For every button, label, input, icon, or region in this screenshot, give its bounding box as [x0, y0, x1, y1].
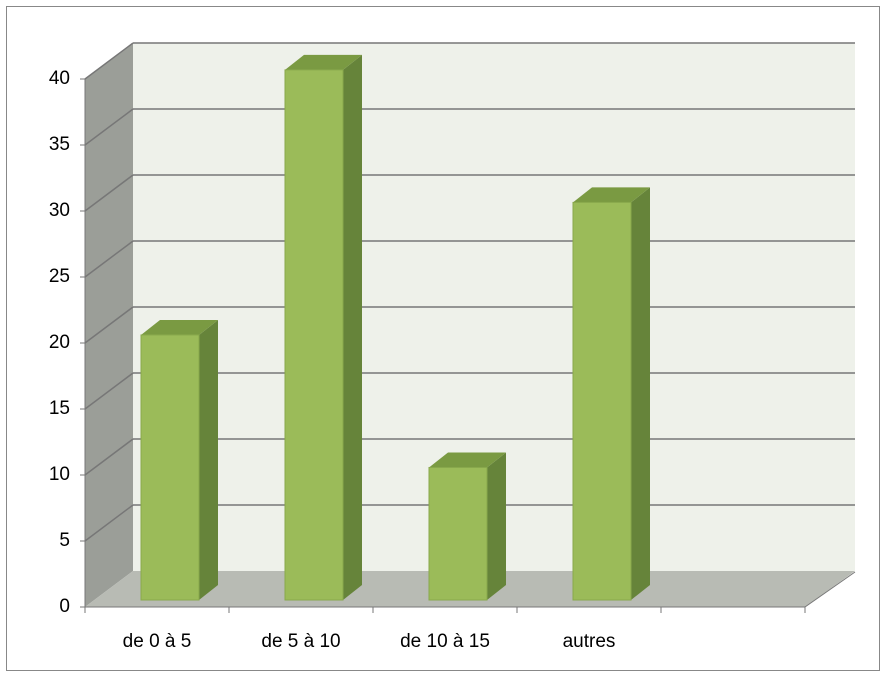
grid-line [84, 372, 134, 410]
y-tick-label: 30 [49, 200, 70, 221]
grid-line [84, 42, 134, 80]
bar [284, 69, 344, 601]
y-tick-label: 15 [49, 398, 70, 419]
bar-side [487, 452, 506, 600]
bar-top [429, 452, 506, 468]
grid-line [84, 306, 134, 344]
grid-line [84, 504, 134, 542]
bar-side [343, 54, 362, 600]
x-tick-label: de 5 à 10 [261, 631, 340, 652]
bar-top [573, 187, 650, 203]
bar-top [285, 54, 362, 70]
y-tick-label: 10 [49, 464, 70, 485]
y-tick-label: 20 [49, 332, 70, 353]
bar-side [199, 319, 218, 600]
bar [140, 334, 200, 601]
grid-line [84, 240, 134, 278]
x-axis-depth [804, 571, 856, 608]
y-tick-label: 35 [49, 134, 70, 155]
x-tick-label: de 10 à 15 [400, 631, 490, 652]
bar-side [631, 187, 650, 600]
y-tick-label: 40 [49, 68, 70, 89]
grid-line [84, 108, 134, 146]
grid-line [84, 438, 134, 476]
bar-top [141, 319, 218, 335]
bar [428, 466, 488, 601]
y-tick-label: 25 [49, 266, 70, 287]
x-tick-label: autres [563, 631, 616, 652]
x-tick-label: de 0 à 5 [123, 631, 192, 652]
y-tick-label: 0 [59, 596, 70, 617]
grid-line [84, 174, 134, 212]
bar [572, 201, 632, 601]
y-tick-label: 5 [59, 530, 70, 551]
